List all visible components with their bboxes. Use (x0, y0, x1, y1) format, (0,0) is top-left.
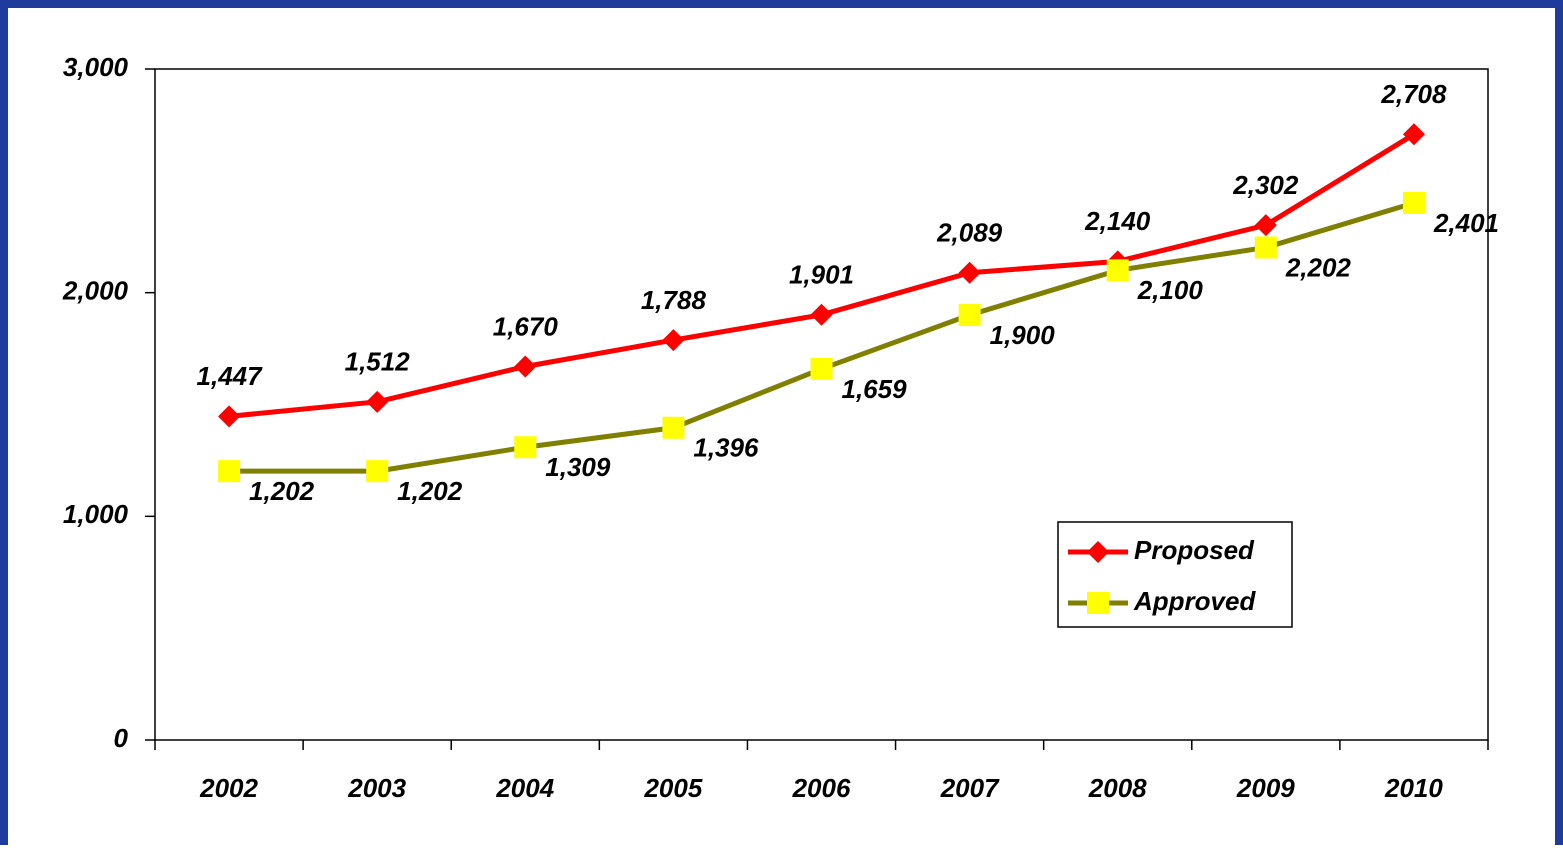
data-label: 2,100 (1137, 275, 1204, 305)
x-tick-label: 2008 (1088, 773, 1147, 803)
data-label: 2,708 (1380, 79, 1447, 109)
data-label: 1,202 (397, 476, 463, 506)
data-label: 1,396 (693, 433, 759, 463)
series-line (229, 200, 1415, 474)
data-label: 2,202 (1285, 252, 1352, 282)
marker (1106, 259, 1129, 282)
x-tick-label: 2007 (940, 773, 1000, 803)
plot-area (154, 68, 1489, 741)
data-label: 1,900 (990, 320, 1056, 350)
legend-label: Approved (1133, 586, 1256, 616)
marker (1087, 541, 1109, 563)
x-tick-label: 2002 (199, 773, 258, 803)
data-label: 1,901 (789, 260, 854, 290)
data-label: 2,401 (1433, 208, 1499, 238)
marker (366, 390, 389, 413)
marker (810, 303, 833, 326)
x-tick-label: 2005 (643, 773, 702, 803)
marker (662, 329, 685, 352)
marker (1254, 236, 1277, 259)
x-tick-label: 2003 (347, 773, 406, 803)
data-label: 2,302 (1232, 170, 1299, 200)
data-label: 1,447 (197, 361, 264, 391)
marker (810, 357, 833, 380)
legend-label: Proposed (1134, 535, 1255, 565)
marker (1402, 191, 1425, 214)
data-label: 1,512 (345, 347, 411, 377)
marker (514, 355, 537, 378)
x-tick-label: 2010 (1384, 773, 1443, 803)
marker (514, 436, 537, 459)
x-tick-label: 2009 (1236, 773, 1295, 803)
y-tick-label: 0 (114, 723, 129, 753)
data-label: 2,140 (1084, 206, 1151, 236)
marker (1254, 214, 1277, 237)
marker (958, 261, 981, 284)
marker (662, 416, 685, 439)
y-tick-label: 1,000 (63, 499, 129, 529)
data-label: 1,659 (842, 374, 908, 404)
marker (1087, 592, 1109, 614)
data-label: 1,202 (249, 476, 315, 506)
y-tick-label: 3,000 (63, 52, 129, 82)
marker (366, 460, 389, 483)
marker (218, 460, 241, 483)
marker (958, 304, 981, 327)
marker (1402, 123, 1425, 146)
data-label: 1,670 (493, 311, 559, 341)
data-label: 1,788 (641, 285, 707, 315)
marker (218, 405, 241, 428)
data-label: 1,309 (545, 452, 611, 482)
legend: Proposed Approved (1057, 521, 1293, 628)
x-tick-label: 2006 (792, 773, 851, 803)
y-tick-label: 2,000 (62, 276, 129, 306)
data-label: 2,089 (936, 218, 1003, 248)
x-tick-label: 2004 (495, 773, 554, 803)
